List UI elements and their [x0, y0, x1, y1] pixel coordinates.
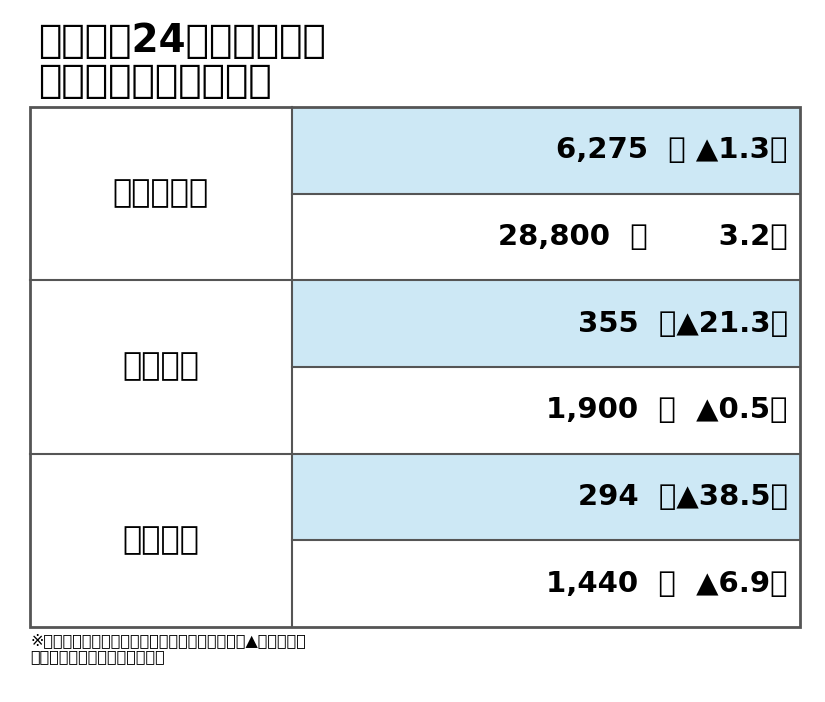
Bar — [30, 107, 800, 627]
Text: ※単位：億円、カッコ内は前年同期比増減率％、▲はマイナス: ※単位：億円、カッコ内は前年同期比増減率％、▲はマイナス — [30, 633, 306, 648]
Text: 上段：実績、下段：通期予想: 上段：実績、下段：通期予想 — [30, 649, 165, 664]
Text: 294  （▲38.5）: 294 （▲38.5） — [578, 483, 788, 511]
Bar — [292, 280, 800, 367]
Bar — [292, 453, 800, 541]
Text: 1,900  （  ▲0.5）: 1,900 （ ▲0.5） — [546, 397, 788, 424]
Text: 売　上　高: 売 上 高 — [113, 178, 209, 209]
Text: 6,275  （ ▲1.3）: 6,275 （ ▲1.3） — [557, 136, 788, 164]
Text: 355  （▲21.3）: 355 （▲21.3） — [578, 310, 788, 338]
Text: 当期利益: 当期利益 — [122, 525, 200, 556]
Text: 28,800  （       3.2）: 28,800 （ 3.2） — [498, 223, 788, 251]
Bar — [292, 107, 800, 194]
Text: 三菱自の24年４〜６月期: 三菱自の24年４〜６月期 — [38, 22, 326, 60]
Text: 営業利益: 営業利益 — [122, 352, 200, 383]
Text: 連結決算と通期見通し: 連結決算と通期見通し — [38, 62, 271, 100]
Text: 1,440  （  ▲6.9）: 1,440 （ ▲6.9） — [546, 569, 788, 597]
